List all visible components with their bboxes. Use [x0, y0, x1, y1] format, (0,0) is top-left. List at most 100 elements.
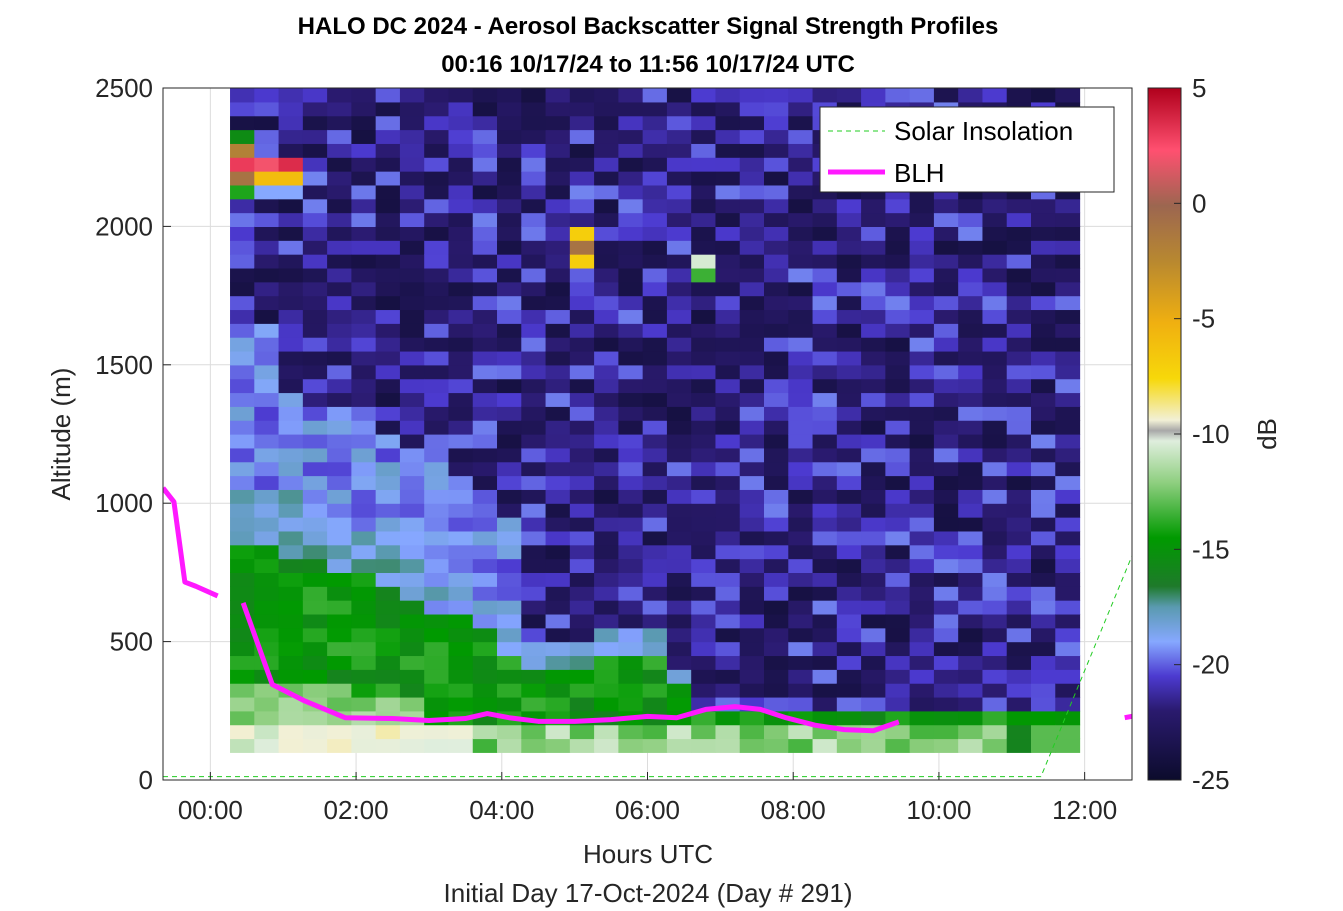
heatmap-cell: [230, 240, 255, 255]
heatmap-cell: [278, 475, 304, 490]
heatmap-cell: [351, 627, 377, 643]
heatmap-cell: [909, 517, 935, 532]
heatmap-cell: [472, 434, 498, 449]
heatmap-cell: [230, 683, 255, 698]
heatmap-cell: [1030, 669, 1056, 684]
heatmap-cell: [1030, 198, 1056, 214]
heatmap-cell: [254, 364, 280, 380]
heatmap-cell: [497, 323, 522, 338]
heatmap-cell: [424, 683, 450, 698]
heatmap-cell: [327, 641, 352, 657]
heatmap-cell: [351, 655, 377, 670]
heatmap-cell: [351, 212, 377, 227]
heatmap-cell: [958, 447, 984, 463]
heatmap-cell: [399, 696, 425, 712]
heatmap-cell: [666, 530, 692, 546]
heatmap-cell: [569, 378, 595, 394]
heatmap-cell: [278, 240, 304, 255]
heatmap-cell: [448, 434, 474, 449]
heatmap-cell: [375, 655, 401, 670]
heatmap-cell: [594, 517, 619, 532]
heatmap-cell: [715, 544, 741, 560]
heatmap-cell: [1055, 710, 1081, 726]
heatmap-cell: [618, 696, 644, 712]
heatmap-cell: [594, 683, 619, 698]
heatmap-cell: [764, 115, 789, 131]
heatmap-cell: [230, 88, 255, 103]
heatmap-cell: [933, 683, 959, 698]
heatmap-cell: [1030, 447, 1056, 463]
heatmap-cell: [472, 724, 498, 740]
heatmap-cell: [1006, 267, 1032, 283]
heatmap-cell: [1030, 544, 1056, 560]
heatmap-cell: [448, 627, 474, 643]
heatmap-cell: [618, 281, 644, 297]
heatmap-cell: [1006, 240, 1032, 255]
heatmap-cell: [909, 226, 935, 241]
heatmap-cell: [497, 558, 522, 573]
heatmap-cell: [715, 392, 741, 407]
heatmap-cell: [448, 378, 474, 394]
heatmap-cell: [448, 420, 474, 435]
heatmap-cell: [715, 627, 741, 643]
heatmap-cell: [254, 295, 280, 311]
heatmap-cell: [764, 669, 789, 684]
heatmap-cell: [375, 337, 401, 352]
heatmap-cell: [739, 101, 765, 117]
heatmap-cell: [230, 364, 255, 380]
heatmap-cell: [788, 323, 814, 338]
heatmap-cell: [545, 392, 571, 407]
heatmap-cell: [375, 350, 401, 366]
heatmap-cell: [545, 364, 571, 380]
heatmap-cell: [327, 267, 352, 283]
heatmap-cell: [521, 101, 547, 117]
heatmap-cell: [642, 364, 668, 380]
heatmap-cell: [230, 544, 255, 560]
heatmap-cell: [1055, 627, 1081, 643]
heatmap-cell: [836, 613, 862, 629]
heatmap-cell: [982, 572, 1008, 587]
heatmap-cell: [861, 254, 886, 269]
heatmap-cell: [909, 600, 935, 615]
heatmap-cell: [666, 171, 692, 186]
heatmap-cell: [594, 600, 619, 615]
heatmap-cell: [521, 627, 547, 643]
heatmap-cell: [399, 254, 425, 269]
heatmap-cell: [764, 129, 789, 144]
heatmap-cell: [375, 447, 401, 463]
heatmap-cell: [836, 434, 862, 449]
heatmap-cell: [958, 683, 984, 698]
heatmap-cell: [278, 198, 304, 214]
heatmap-cell: [594, 157, 619, 172]
heatmap-cell: [399, 613, 425, 629]
heatmap-cell: [472, 447, 498, 463]
heatmap-cell: [1055, 240, 1081, 255]
heatmap-cell: [1006, 323, 1032, 338]
heatmap-cell: [642, 724, 668, 740]
heatmap-cell: [642, 738, 668, 753]
heatmap-cell: [958, 489, 984, 504]
heatmap-cell: [424, 143, 450, 158]
heatmap-cell: [399, 309, 425, 324]
heatmap-cell: [642, 683, 668, 698]
footer-label: Initial Day 17-Oct-2024 (Day # 291): [444, 878, 853, 908]
heatmap-cell: [836, 641, 862, 657]
heatmap-cell: [666, 323, 692, 338]
heatmap-cell: [739, 627, 765, 643]
heatmap-cell: [909, 323, 935, 338]
heatmap-cell: [399, 558, 425, 573]
heatmap-cell: [1006, 655, 1032, 670]
heatmap-cell: [618, 434, 644, 449]
heatmap-cell: [424, 129, 450, 144]
heatmap-cell: [1030, 323, 1056, 338]
heatmap-cell: [399, 489, 425, 504]
heatmap-cell: [836, 309, 862, 324]
heatmap-cell: [909, 309, 935, 324]
heatmap-cell: [351, 350, 377, 366]
heatmap-cell: [545, 724, 571, 740]
heatmap-cell: [861, 392, 886, 407]
heatmap: [230, 88, 1081, 753]
heatmap-cell: [642, 88, 668, 103]
heatmap-cell: [958, 88, 984, 103]
heatmap-cell: [739, 392, 765, 407]
